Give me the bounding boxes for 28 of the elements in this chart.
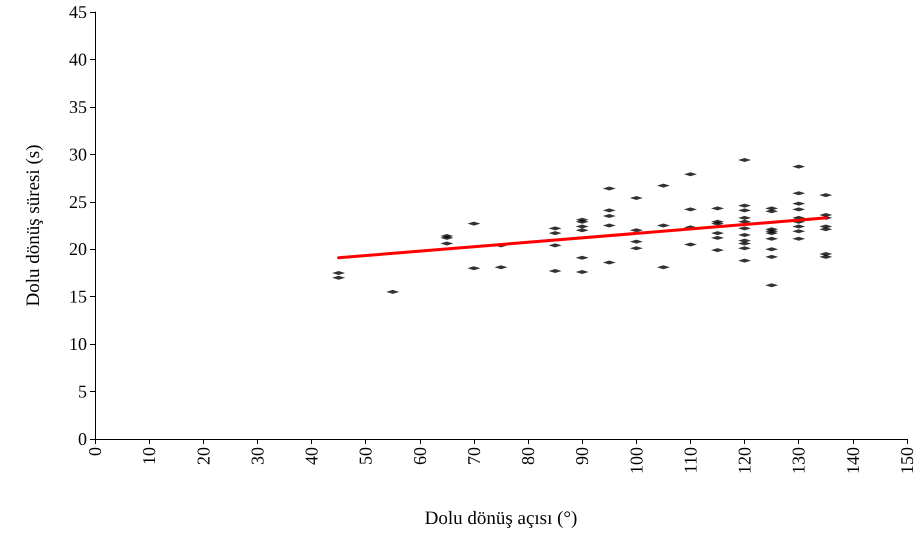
y-tick-label: 35 [69,96,87,117]
y-axis-title: Dolu dönüş süresi (s) [23,144,44,307]
x-tick-label: 90 [572,447,592,465]
x-tick-label: 30 [247,447,268,465]
x-tick-label: 10 [139,447,160,465]
x-tick-label: 140 [842,447,863,474]
y-tick-label: 45 [69,2,87,22]
y-tick-label: 25 [69,192,87,212]
x-tick-label: 70 [464,447,484,465]
y-tick-label: 0 [78,429,87,449]
x-tick-label: 50 [356,447,376,465]
x-tick-label: 150 [897,447,917,474]
x-tick-label: 120 [734,447,755,474]
y-tick-label: 30 [69,144,87,164]
y-tick-label: 15 [69,286,87,307]
y-tick-label: 5 [78,382,87,402]
x-axis-title: Dolu dönüş açısı (°) [424,508,578,529]
x-tick-label: 130 [788,447,809,474]
x-tick-label: 20 [193,447,214,465]
x-tick-label: 60 [410,447,430,465]
y-tick-label: 40 [69,49,87,70]
x-tick-label: 110 [680,447,700,474]
x-tick-label: 100 [626,447,646,474]
x-tick-label: 80 [518,447,538,465]
y-tick-label: 20 [69,239,87,260]
x-tick-label: 0 [85,447,105,456]
x-tick-label: 40 [302,447,322,465]
y-tick-label: 10 [69,334,87,354]
